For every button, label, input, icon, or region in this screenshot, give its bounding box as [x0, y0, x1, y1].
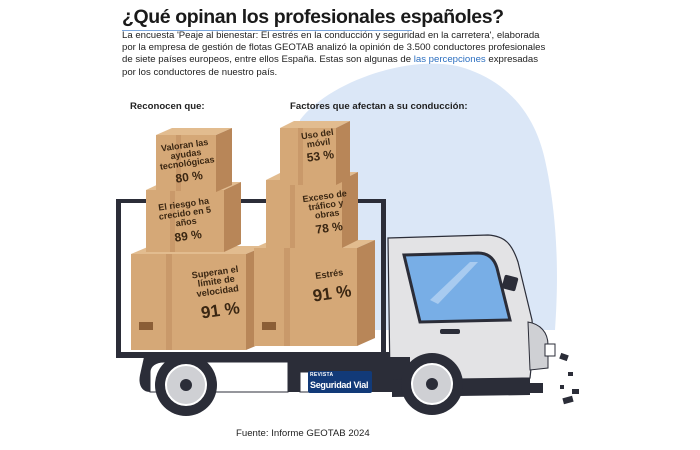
box-label-technology-aids: Valoran las ayudas tecnológicas 80 %: [155, 137, 218, 186]
box-label-stress: Estrés 91 %: [306, 267, 356, 306]
logo-line-2: Seguridad Vial: [310, 380, 369, 390]
front-wheel: [401, 353, 463, 415]
rear-wheel: [155, 354, 217, 416]
logo-line-1: REVISTA: [310, 372, 334, 378]
box-label-text: Superan el límite de velocidad: [191, 263, 240, 299]
box-right-top: [280, 121, 350, 185]
truck-cab: [387, 234, 556, 393]
page-title: ¿Qué opinan los profesionales españoles?: [122, 6, 504, 28]
right-stack-heading: Factores que afectan a su conducción:: [290, 101, 468, 112]
box-label-mobile-use: Uso del móvil 53 %: [298, 127, 340, 165]
box-label-speed-limit: Superan el límite de velocidad 91 %: [183, 264, 254, 324]
seguridad-vial-logo: REVISTA Seguridad Vial: [308, 371, 372, 393]
box-label-traffic-works: Exceso de tráfico y obras 78 %: [297, 188, 356, 237]
box-left-top: [156, 128, 232, 192]
intro-text: La encuesta 'Peaje al bienestar: El estr…: [122, 30, 546, 66]
exhaust-puffs: [559, 352, 579, 405]
title-underline: [122, 30, 412, 31]
intro-text-end: expresadas por los conductores de nuestr…: [122, 54, 538, 78]
intro-paragraph: La encuesta 'Peaje al bienestar: El estr…: [122, 30, 554, 79]
source-note: Fuente: Informe GEOTAB 2024: [236, 428, 370, 439]
left-stack-heading: Reconocen que:: [130, 101, 205, 112]
intro-highlight: las percepciones: [413, 54, 486, 66]
box-right-bottom: [254, 240, 375, 346]
truck-cargo-frame: [116, 199, 406, 358]
box-left-middle: [146, 182, 241, 252]
